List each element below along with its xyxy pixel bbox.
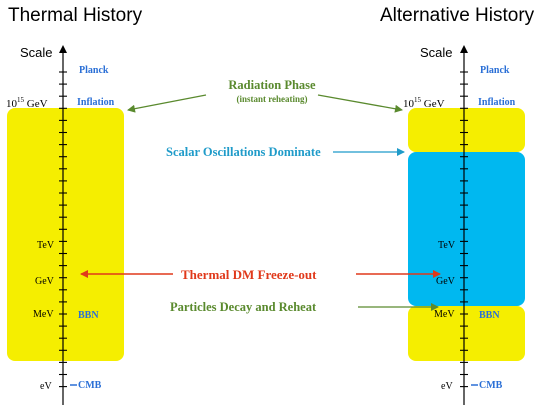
left-panel: Thermal History Scale 1015 GeV TeV GeV M… <box>6 5 143 405</box>
radiation-arrow-right <box>317 94 403 113</box>
left-epoch-cmb: CMB <box>78 380 102 391</box>
right-axis-ticks <box>460 71 468 388</box>
left-radiation-phase-region <box>7 108 124 361</box>
instant-reheating-label: (instant reheating) <box>236 94 307 104</box>
right-epoch-bbn: BBN <box>479 310 500 321</box>
particles-decay-label: Particles Decay and Reheat <box>170 300 317 314</box>
right-label-ev: eV <box>441 381 453 392</box>
left-label-mev: MeV <box>33 309 54 320</box>
right-label-1e15-gev: 1015 GeV <box>403 96 445 110</box>
left-label-1e15-gev: 1015 GeV <box>6 96 48 110</box>
left-label-tev: TeV <box>37 240 55 251</box>
scalar-oscillations-label: Scalar Oscillations Dominate <box>166 145 321 159</box>
left-epoch-inflation: Inflation <box>77 97 115 108</box>
right-label-mev: MeV <box>434 309 455 320</box>
left-panel-title: Thermal History <box>8 5 143 26</box>
right-epoch-inflation: Inflation <box>478 97 516 108</box>
right-label-gev: GeV <box>436 276 456 287</box>
right-panel-title: Alternative History <box>380 5 535 26</box>
right-label-tev: TeV <box>438 240 456 251</box>
left-label-ev: eV <box>40 381 52 392</box>
annotations: Radiation Phase (instant reheating) Scal… <box>80 78 441 314</box>
right-reheat-radiation-region <box>408 306 525 361</box>
right-scale-label: Scale <box>420 45 453 60</box>
left-epoch-planck: Planck <box>79 65 109 76</box>
radiation-phase-label: Radiation Phase <box>228 78 316 92</box>
radiation-arrow-left <box>127 94 207 113</box>
thermal-dm-freezeout-label: Thermal DM Freeze-out <box>181 267 317 282</box>
right-radiation-phase-region <box>408 108 525 152</box>
right-panel: Alternative History Scale 1015 GeV TeV G… <box>380 5 535 405</box>
left-scale-label: Scale <box>20 45 53 60</box>
left-axis-ticks <box>59 71 67 388</box>
left-label-gev: GeV <box>35 276 55 287</box>
right-epoch-planck: Planck <box>480 65 510 76</box>
left-epoch-bbn: BBN <box>78 310 99 321</box>
right-epoch-cmb: CMB <box>479 380 503 391</box>
